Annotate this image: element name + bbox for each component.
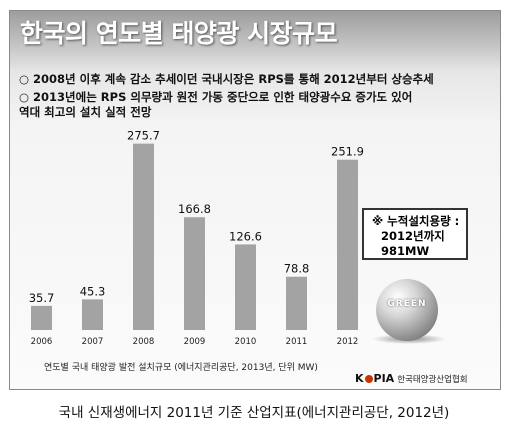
x-tick-2012: 2012 [337, 337, 359, 347]
bar-2008 [133, 143, 154, 330]
note-line-2: 2012년까지 [381, 229, 445, 243]
value-label-2007: 45.3 [80, 284, 106, 298]
value-label-2008: 275.7 [127, 129, 160, 143]
value-label-2009: 166.8 [178, 202, 211, 216]
source-note: 연도별 국내 태양광 발전 설치규모 (에너지관리공단, 2013년, 단위 M… [44, 363, 318, 373]
cumulative-capacity-note: ※ 누적설치용량 : 2012년까지 981MW [362, 208, 468, 260]
value-label-2010: 126.6 [229, 229, 262, 243]
logo-mark: K PIA [355, 372, 394, 385]
logo-mark-left: K [355, 372, 364, 385]
value-label-2012: 251.9 [331, 145, 364, 159]
bullet-line-2: ○ 2013년에는 RPS 의무량과 원전 가동 중단으로 인한 태양광수요 증… [19, 90, 413, 104]
bullet-line-1: ○ 2008년 이후 계속 감소 추세이던 국내시장은 RPS를 통해 2012… [19, 72, 434, 86]
x-tick-2011: 2011 [286, 337, 308, 347]
x-tick-2007: 2007 [82, 337, 104, 347]
value-label-2006: 35.7 [29, 291, 55, 305]
note-line-3: 981MW [381, 244, 430, 258]
x-tick-2009: 2009 [184, 337, 206, 347]
bullet-line-3: 역대 최고의 설치 실적 전망 [19, 105, 152, 119]
bar-2010 [235, 244, 256, 330]
kopia-logo: K PIA 한국태양광산업협회 [355, 367, 468, 386]
chart-panel: 한국의 연도별 태양광 시장규모 ○ 2008년 이후 계속 감소 추세이던 국… [9, 10, 501, 390]
x-tick-2010: 2010 [235, 337, 257, 347]
bar-2011 [286, 276, 307, 330]
note-line-1: ※ 누적설치용량 : [372, 214, 460, 228]
value-label-2011: 78.8 [284, 262, 310, 276]
bar-chart: 35.7 2006 45.3 2007 275.7 2008 166.8 2009 126.6 2… [29, 129, 364, 347]
x-tick-2006: 2006 [31, 337, 53, 347]
bar-2009 [184, 217, 205, 330]
logo-org-name: 한국태양광산업협회 [397, 375, 468, 385]
x-tick-2008: 2008 [133, 337, 155, 347]
bar-2012 [337, 159, 358, 330]
bar-2006 [31, 305, 52, 330]
globe-icon: GREEN [376, 279, 438, 341]
globe-label: GREEN [387, 299, 427, 309]
chart-title: 한국의 연도별 태양광 시장규모 [20, 19, 338, 48]
figure-caption: 국내 신재생에너지 2011년 기준 산업지표(에너지관리공단, 2012년) [58, 405, 450, 421]
logo-dot-icon [364, 375, 373, 383]
logo-mark-right: PIA [373, 372, 395, 385]
bar-2007 [82, 299, 103, 330]
